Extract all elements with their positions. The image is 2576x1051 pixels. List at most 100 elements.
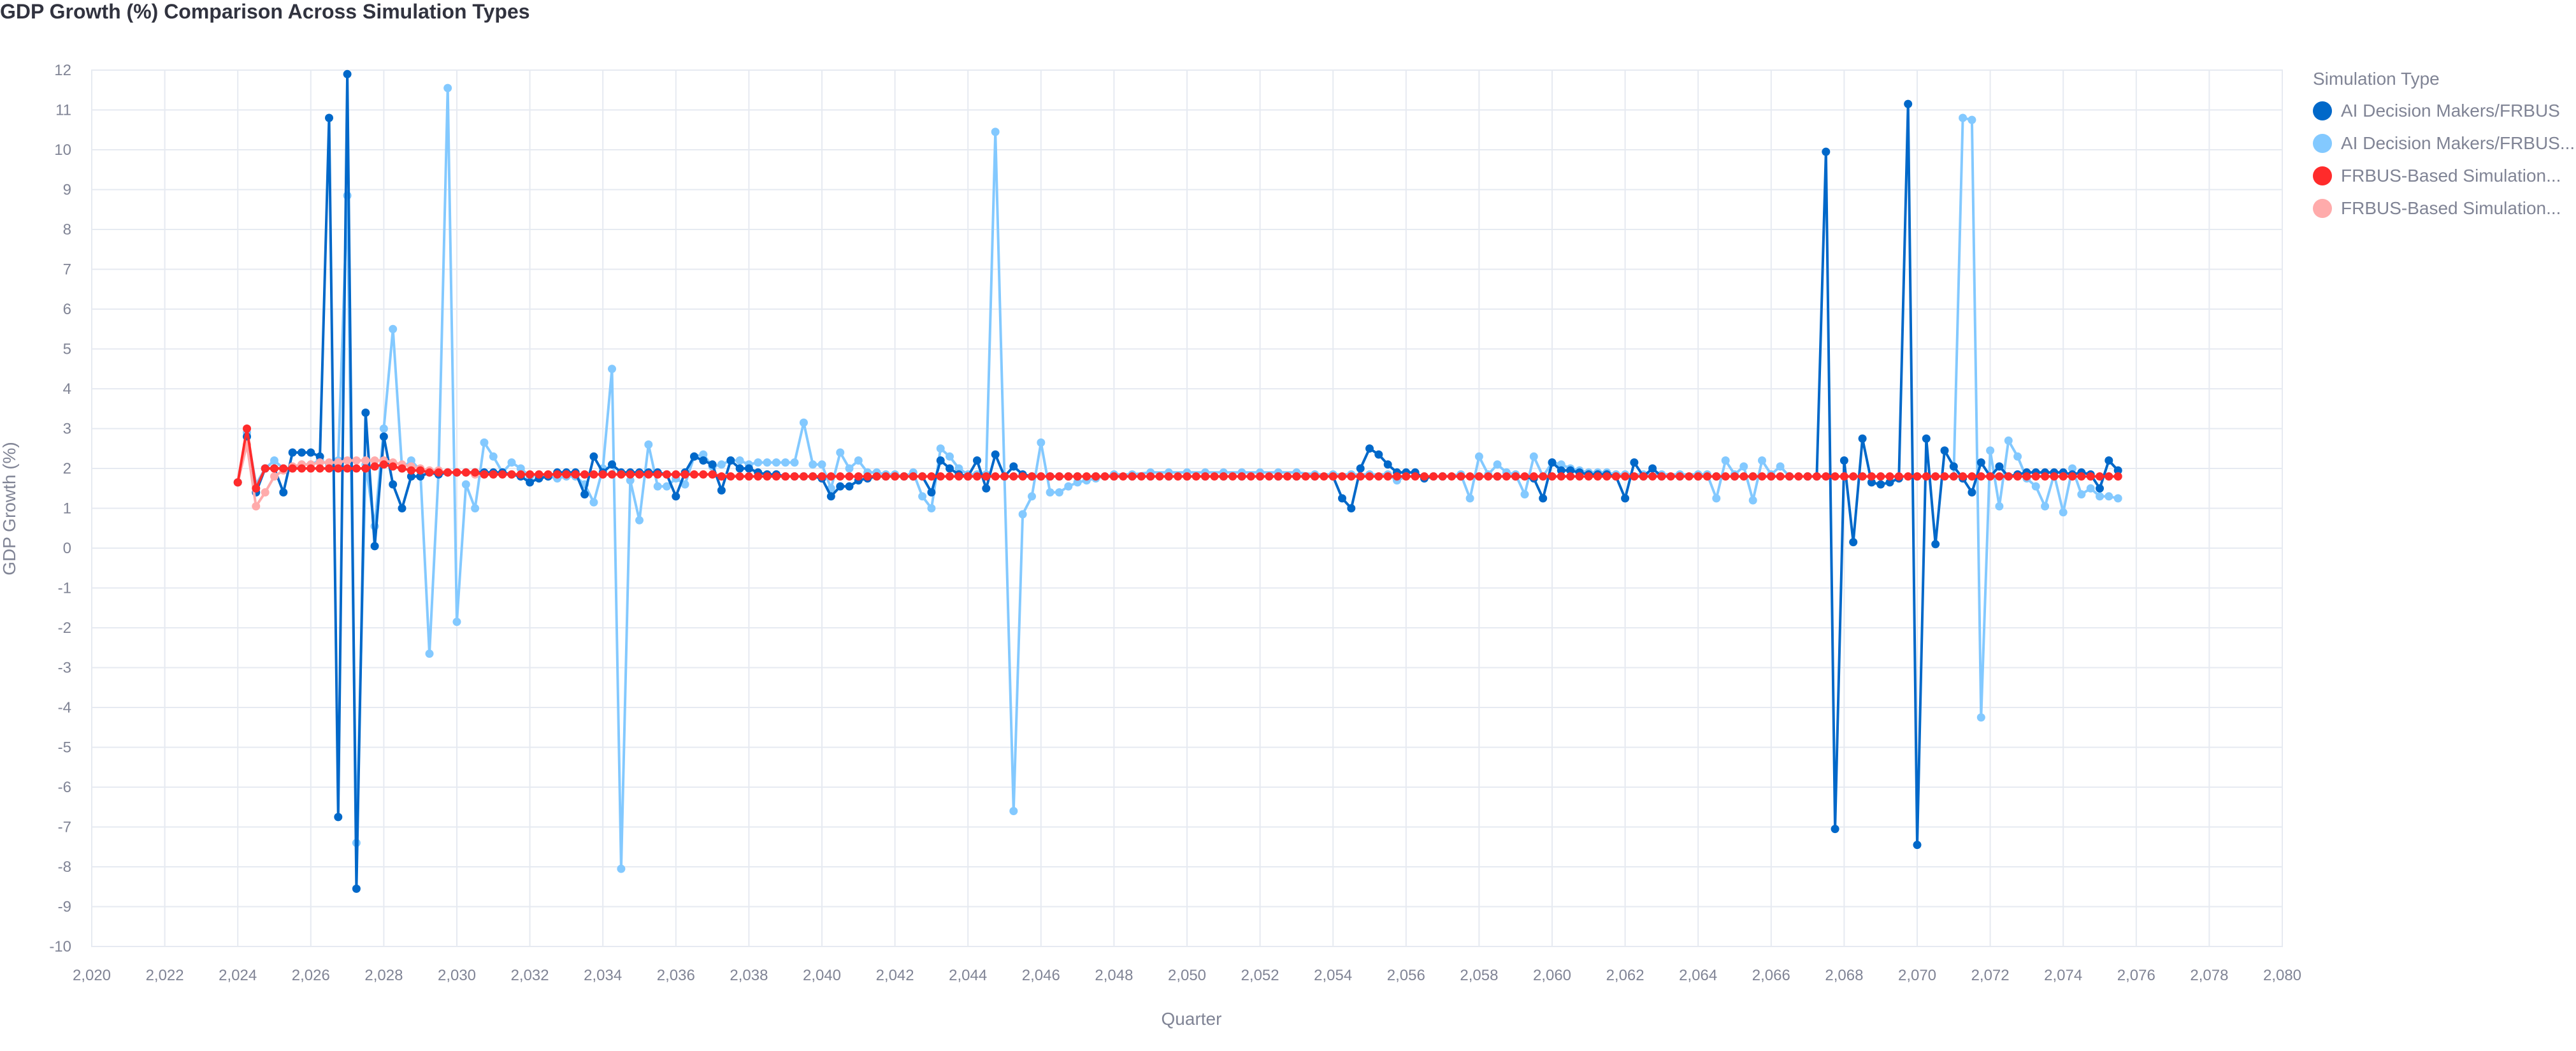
data-point[interactable] [626,476,635,485]
data-point[interactable] [1183,472,1191,481]
data-point[interactable] [1721,456,1730,465]
data-point[interactable] [1548,472,1557,481]
data-point[interactable] [1940,472,1949,481]
data-point[interactable] [461,480,470,489]
data-point[interactable] [617,470,626,479]
data-point[interactable] [379,424,388,433]
data-point[interactable] [1137,472,1146,481]
data-point[interactable] [1365,444,1374,453]
data-point[interactable] [252,484,261,493]
data-point[interactable] [1000,472,1009,481]
data-point[interactable] [2068,472,2076,481]
data-point[interactable] [1411,472,1420,481]
data-point[interactable] [617,864,626,873]
data-point[interactable] [2041,472,2050,481]
data-point[interactable] [936,444,945,453]
data-point[interactable] [443,468,452,477]
data-point[interactable] [1502,472,1511,481]
data-point[interactable] [389,480,398,489]
data-point[interactable] [772,472,781,481]
data-point[interactable] [416,466,425,475]
data-point[interactable] [1338,472,1346,481]
data-point[interactable] [1201,472,1210,481]
data-point[interactable] [1028,492,1036,501]
data-point[interactable] [526,470,535,479]
data-point[interactable] [900,472,909,481]
data-point[interactable] [1119,472,1128,481]
data-point[interactable] [1046,472,1054,481]
data-point[interactable] [343,464,352,473]
data-point[interactable] [270,472,278,481]
data-point[interactable] [781,472,790,481]
data-point[interactable] [1064,482,1073,491]
data-point[interactable] [370,456,379,465]
data-point[interactable] [1894,472,1903,481]
data-point[interactable] [1438,472,1447,481]
data-point[interactable] [2031,482,2040,491]
data-point[interactable] [1959,472,1968,481]
data-point[interactable] [809,460,817,469]
data-point[interactable] [1630,472,1639,481]
data-point[interactable] [918,492,927,501]
data-point[interactable] [1557,466,1565,475]
data-point[interactable] [1876,480,1885,489]
data-point[interactable] [1758,456,1766,465]
data-point[interactable] [663,482,671,491]
data-point[interactable] [1109,472,1118,481]
data-point[interactable] [261,464,270,473]
data-point[interactable] [2077,472,2086,481]
data-point[interactable] [608,470,616,479]
legend-item-ai-frbus[interactable]: AI Decision Makers/FRBUS [2313,94,2576,127]
data-point[interactable] [991,472,1000,481]
data-point[interactable] [663,470,671,479]
data-point[interactable] [1301,472,1310,481]
data-point[interactable] [315,458,324,467]
data-point[interactable] [1374,472,1383,481]
data-point[interactable] [1055,488,1063,497]
data-point[interactable] [1831,825,1839,834]
data-point[interactable] [1639,472,1648,481]
data-point[interactable] [845,482,854,491]
data-point[interactable] [1676,472,1684,481]
data-point[interactable] [1146,472,1155,481]
data-point[interactable] [946,464,954,473]
data-point[interactable] [653,470,662,479]
data-point[interactable] [1968,488,1976,497]
data-point[interactable] [973,472,981,481]
data-point[interactable] [1913,472,1922,481]
data-point[interactable] [1566,472,1575,481]
data-point[interactable] [772,458,781,467]
data-point[interactable] [781,458,790,467]
data-point[interactable] [763,458,772,467]
data-point[interactable] [845,472,854,481]
data-point[interactable] [790,458,799,467]
data-point[interactable] [1009,472,1018,481]
data-point[interactable] [1493,460,1502,469]
data-point[interactable] [2004,436,2013,445]
data-point[interactable] [2105,492,2113,501]
data-point[interactable] [626,470,635,479]
data-point[interactable] [2113,466,2122,475]
data-point[interactable] [1602,472,1611,481]
data-point[interactable] [1228,472,1237,481]
data-point[interactable] [1046,488,1054,497]
data-point[interactable] [1931,540,1940,549]
data-point[interactable] [726,456,735,465]
data-point[interactable] [1986,446,1995,455]
data-point[interactable] [562,470,571,479]
data-point[interactable] [2113,472,2122,481]
data-point[interactable] [1739,462,1748,471]
data-point[interactable] [233,478,242,487]
data-point[interactable] [690,452,698,461]
data-point[interactable] [1311,472,1320,481]
data-point[interactable] [1904,99,1913,108]
data-point[interactable] [361,409,370,417]
data-point[interactable] [1219,472,1228,481]
data-point[interactable] [389,462,398,471]
data-point[interactable] [471,468,480,477]
data-point[interactable] [991,450,1000,459]
data-point[interactable] [1648,464,1657,473]
data-point[interactable] [1082,472,1091,481]
legend-item-frbus-sim-variant[interactable]: FRBUS-Based Simulation... [2313,192,2576,224]
data-point[interactable] [516,464,525,473]
